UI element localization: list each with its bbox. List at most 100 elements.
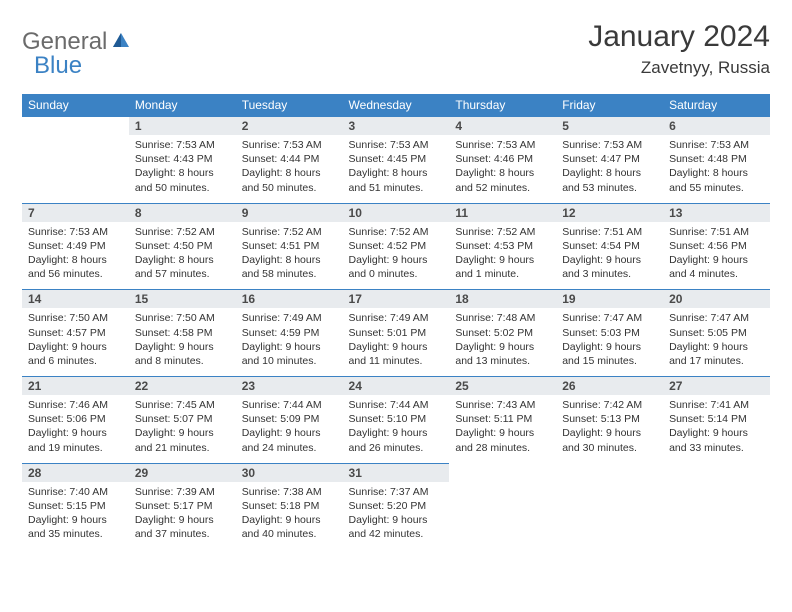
daylight-text: Daylight: 9 hours (455, 253, 550, 267)
sunset-text: Sunset: 4:57 PM (28, 326, 123, 340)
daylight-text: and 55 minutes. (669, 181, 764, 195)
day-number: 6 (663, 116, 770, 135)
sunrise-text: Sunrise: 7:41 AM (669, 398, 764, 412)
day-cell: 6Sunrise: 7:53 AMSunset: 4:48 PMDaylight… (663, 116, 770, 203)
daylight-text: Daylight: 9 hours (669, 340, 764, 354)
sunset-text: Sunset: 5:18 PM (242, 499, 337, 513)
day-content: Sunrise: 7:38 AMSunset: 5:18 PMDaylight:… (236, 482, 343, 550)
sunrise-text: Sunrise: 7:37 AM (349, 485, 444, 499)
sunset-text: Sunset: 5:01 PM (349, 326, 444, 340)
day-content: Sunrise: 7:52 AMSunset: 4:53 PMDaylight:… (449, 222, 556, 290)
day-number: 27 (663, 376, 770, 395)
daylight-text: Daylight: 9 hours (28, 513, 123, 527)
daylight-text: Daylight: 9 hours (562, 253, 657, 267)
daylight-text: and 42 minutes. (349, 527, 444, 541)
day-cell: 29Sunrise: 7:39 AMSunset: 5:17 PMDayligh… (129, 463, 236, 550)
daylight-text: Daylight: 9 hours (349, 513, 444, 527)
day-cell: 23Sunrise: 7:44 AMSunset: 5:09 PMDayligh… (236, 376, 343, 463)
day-content: Sunrise: 7:47 AMSunset: 5:03 PMDaylight:… (556, 308, 663, 376)
title-block: January 2024 Zavetnyy, Russia (588, 20, 770, 78)
daylight-text: and 4 minutes. (669, 267, 764, 281)
day-number: 16 (236, 289, 343, 308)
day-cell: 1Sunrise: 7:53 AMSunset: 4:43 PMDaylight… (129, 116, 236, 203)
daylight-text: and 24 minutes. (242, 441, 337, 455)
daylight-text: Daylight: 9 hours (349, 340, 444, 354)
calendar-table: SundayMondayTuesdayWednesdayThursdayFrid… (22, 94, 770, 549)
sunrise-text: Sunrise: 7:49 AM (242, 311, 337, 325)
day-content: Sunrise: 7:50 AMSunset: 4:57 PMDaylight:… (22, 308, 129, 376)
day-cell: 17Sunrise: 7:49 AMSunset: 5:01 PMDayligh… (343, 289, 450, 376)
day-content: Sunrise: 7:40 AMSunset: 5:15 PMDaylight:… (22, 482, 129, 550)
sunrise-text: Sunrise: 7:40 AM (28, 485, 123, 499)
daylight-text: Daylight: 8 hours (349, 166, 444, 180)
day-number: 14 (22, 289, 129, 308)
day-cell: 16Sunrise: 7:49 AMSunset: 4:59 PMDayligh… (236, 289, 343, 376)
day-content: Sunrise: 7:53 AMSunset: 4:43 PMDaylight:… (129, 135, 236, 203)
day-number: 29 (129, 463, 236, 482)
sunrise-text: Sunrise: 7:53 AM (28, 225, 123, 239)
daylight-text: Daylight: 9 hours (135, 426, 230, 440)
sunrise-text: Sunrise: 7:53 AM (242, 138, 337, 152)
daylight-text: Daylight: 9 hours (349, 426, 444, 440)
sunset-text: Sunset: 4:59 PM (242, 326, 337, 340)
day-content: Sunrise: 7:53 AMSunset: 4:49 PMDaylight:… (22, 222, 129, 290)
week-row: 7Sunrise: 7:53 AMSunset: 4:49 PMDaylight… (22, 203, 770, 290)
logo-accent: Blue (34, 52, 82, 79)
day-content: Sunrise: 7:53 AMSunset: 4:48 PMDaylight:… (663, 135, 770, 203)
day-content: Sunrise: 7:50 AMSunset: 4:58 PMDaylight:… (129, 308, 236, 376)
sunrise-text: Sunrise: 7:52 AM (349, 225, 444, 239)
sunrise-text: Sunrise: 7:52 AM (242, 225, 337, 239)
daylight-text: and 1 minute. (455, 267, 550, 281)
daylight-text: Daylight: 9 hours (562, 426, 657, 440)
day-cell: 4Sunrise: 7:53 AMSunset: 4:46 PMDaylight… (449, 116, 556, 203)
day-number: 7 (22, 203, 129, 222)
daylight-text: and 33 minutes. (669, 441, 764, 455)
day-content: Sunrise: 7:51 AMSunset: 4:56 PMDaylight:… (663, 222, 770, 290)
daylight-text: and 40 minutes. (242, 527, 337, 541)
daylight-text: Daylight: 9 hours (562, 340, 657, 354)
day-number: 30 (236, 463, 343, 482)
day-cell: 27Sunrise: 7:41 AMSunset: 5:14 PMDayligh… (663, 376, 770, 463)
empty-day-num (22, 116, 129, 135)
sunset-text: Sunset: 4:54 PM (562, 239, 657, 253)
day-cell: 13Sunrise: 7:51 AMSunset: 4:56 PMDayligh… (663, 203, 770, 290)
day-number: 19 (556, 289, 663, 308)
day-number: 20 (663, 289, 770, 308)
daylight-text: and 6 minutes. (28, 354, 123, 368)
sunrise-text: Sunrise: 7:44 AM (349, 398, 444, 412)
day-cell: 20Sunrise: 7:47 AMSunset: 5:05 PMDayligh… (663, 289, 770, 376)
empty-cell (449, 463, 556, 550)
day-content: Sunrise: 7:43 AMSunset: 5:11 PMDaylight:… (449, 395, 556, 463)
day-cell: 7Sunrise: 7:53 AMSunset: 4:49 PMDaylight… (22, 203, 129, 290)
day-header-cell: Sunday (22, 94, 129, 116)
day-cell: 5Sunrise: 7:53 AMSunset: 4:47 PMDaylight… (556, 116, 663, 203)
day-cell: 22Sunrise: 7:45 AMSunset: 5:07 PMDayligh… (129, 376, 236, 463)
sunset-text: Sunset: 4:46 PM (455, 152, 550, 166)
daylight-text: and 3 minutes. (562, 267, 657, 281)
daylight-text: Daylight: 9 hours (455, 426, 550, 440)
week-row: 14Sunrise: 7:50 AMSunset: 4:57 PMDayligh… (22, 289, 770, 376)
daylight-text: and 19 minutes. (28, 441, 123, 455)
sunset-text: Sunset: 5:09 PM (242, 412, 337, 426)
daylight-text: Daylight: 8 hours (135, 166, 230, 180)
week-row: 28Sunrise: 7:40 AMSunset: 5:15 PMDayligh… (22, 463, 770, 550)
daylight-text: Daylight: 8 hours (135, 253, 230, 267)
day-content: Sunrise: 7:47 AMSunset: 5:05 PMDaylight:… (663, 308, 770, 376)
daylight-text: and 26 minutes. (349, 441, 444, 455)
day-cell: 15Sunrise: 7:50 AMSunset: 4:58 PMDayligh… (129, 289, 236, 376)
day-number: 17 (343, 289, 450, 308)
day-content: Sunrise: 7:53 AMSunset: 4:45 PMDaylight:… (343, 135, 450, 203)
sunset-text: Sunset: 5:07 PM (135, 412, 230, 426)
sunrise-text: Sunrise: 7:39 AM (135, 485, 230, 499)
day-header-cell: Thursday (449, 94, 556, 116)
day-cell: 14Sunrise: 7:50 AMSunset: 4:57 PMDayligh… (22, 289, 129, 376)
daylight-text: Daylight: 8 hours (242, 166, 337, 180)
daylight-text: and 50 minutes. (242, 181, 337, 195)
day-header-cell: Wednesday (343, 94, 450, 116)
day-content: Sunrise: 7:48 AMSunset: 5:02 PMDaylight:… (449, 308, 556, 376)
day-content: Sunrise: 7:52 AMSunset: 4:51 PMDaylight:… (236, 222, 343, 290)
day-cell: 31Sunrise: 7:37 AMSunset: 5:20 PMDayligh… (343, 463, 450, 550)
location: Zavetnyy, Russia (588, 58, 770, 78)
day-content: Sunrise: 7:52 AMSunset: 4:52 PMDaylight:… (343, 222, 450, 290)
sunset-text: Sunset: 4:49 PM (28, 239, 123, 253)
